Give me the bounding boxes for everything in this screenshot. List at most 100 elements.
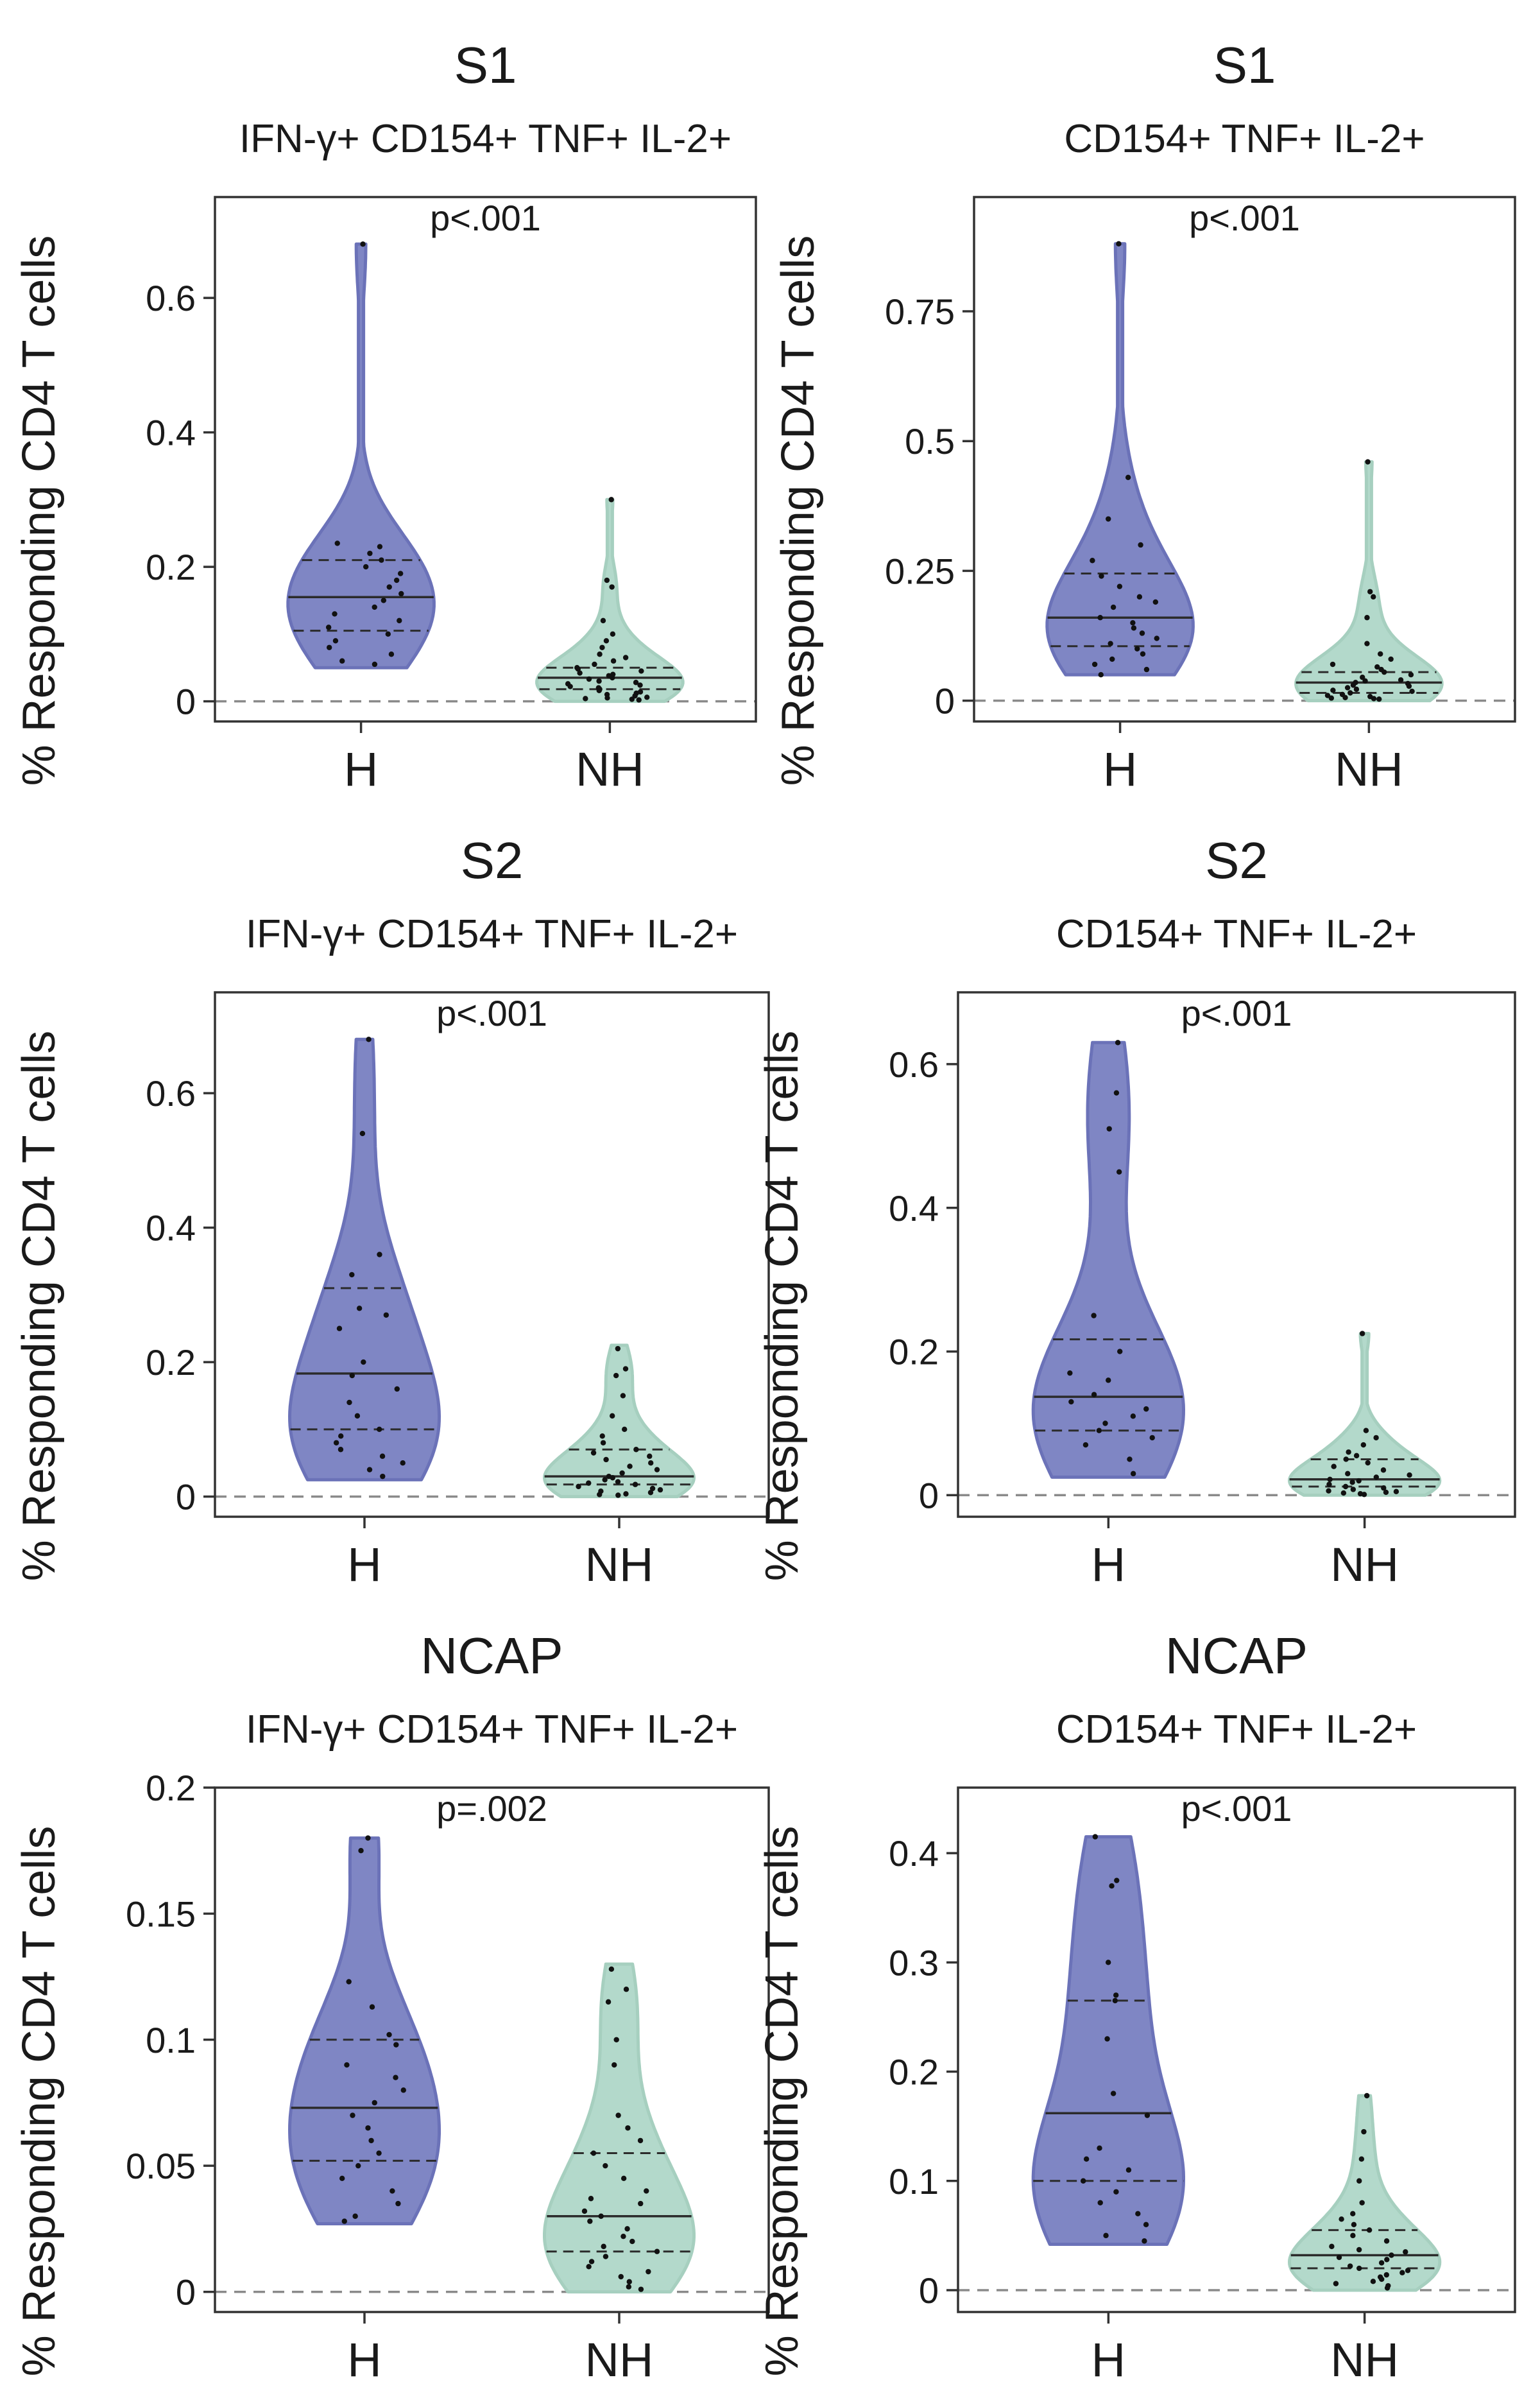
data-point [1353,1453,1360,1459]
data-point [326,644,332,650]
data-point [1384,2257,1390,2263]
data-point [636,697,642,703]
y-tick-label: 0.6 [889,1044,939,1085]
data-point [1082,1442,1089,1448]
data-point [615,1492,621,1498]
data-point [1110,604,1116,610]
data-point [1330,687,1336,693]
data-point [1092,1834,1099,1840]
plot-frame [214,1786,770,2313]
chart-panel-2: S1 CD154+ TNF+ IL-2+ % Responding CD4 T ce… [773,37,1516,796]
data-point [1339,2216,1344,2222]
data-point [1340,1490,1347,1496]
data-point [1105,1960,1111,1965]
data-point [1380,1467,1387,1473]
data-point [1350,2211,1356,2217]
data-point [346,1979,352,1985]
data-point [376,1426,382,1433]
violin-NH [543,1343,696,1499]
violin-NH [543,1962,696,2294]
violin-body [543,1962,696,2294]
data-point [1113,2189,1119,2195]
data-point [1109,656,1115,662]
data-point [603,2162,608,2169]
data-point [644,694,650,700]
x-tick-label: H [1103,743,1137,796]
p-value-label: p=.002 [436,1788,547,1829]
data-point [1409,688,1415,694]
y-axis-label: % Responding CD4 T cells [757,1031,808,1582]
data-point [395,2200,401,2207]
data-point [592,661,597,668]
data-point [1131,625,1137,631]
y-tick-label: 0.1 [146,2020,196,2060]
data-point [600,617,606,624]
data-point [575,666,581,672]
data-point [1378,651,1383,657]
data-point [1356,2247,1362,2253]
data-point [1108,641,1113,646]
data-point [602,1477,608,1483]
y-tick-label: 0.4 [889,1833,939,1874]
data-point [646,2268,651,2275]
data-point [1366,2227,1373,2233]
data-point [365,2125,371,2131]
panel-subtitle: IFN-γ+ CD154+ TNF+ IL-2+ [246,912,738,956]
data-point [610,675,615,681]
data-point [363,564,369,570]
y-tick-label: 0.2 [146,1342,196,1383]
data-point [588,2196,594,2202]
data-point [1342,694,1348,700]
violin-body [1031,1040,1185,1479]
violin-NH [1294,459,1444,703]
data-point [626,2279,632,2285]
data-point [637,682,643,688]
data-point [1356,2178,1362,2184]
data-point [332,638,339,644]
data-point [1407,1472,1412,1478]
data-point [386,584,392,590]
data-point [394,1386,400,1392]
data-point [372,661,378,668]
data-point [613,2037,619,2042]
data-point [615,1479,621,1485]
data-point [386,2032,392,2038]
y-tick-label: 0.5 [905,421,955,462]
data-point [1135,2211,1141,2217]
data-point [352,2213,358,2219]
panel-subtitle: IFN-γ+ CD154+ TNF+ IL-2+ [239,117,732,161]
violin-body [1294,460,1444,703]
data-point [380,1473,386,1480]
data-point [654,1467,660,1472]
data-point [620,2233,626,2239]
data-point [1138,542,1143,548]
panel-subtitle: CD154+ TNF+ IL-2+ [1064,117,1425,161]
data-point [355,2162,361,2169]
data-point [1365,1460,1371,1466]
data-point [1327,1476,1333,1483]
data-point [610,1413,615,1419]
data-point [1103,2232,1109,2239]
data-point [397,571,404,576]
data-point [1399,2270,1405,2275]
x-tick-label: H [1091,2333,1125,2386]
data-point [627,1463,633,1469]
data-point [1109,1883,1115,1889]
data-point [389,2188,395,2194]
data-point [1405,2268,1411,2273]
data-point [344,2062,350,2068]
data-point [623,1987,629,1992]
violin-body [1045,242,1195,677]
data-point [1364,615,1370,621]
data-point [1361,2128,1367,2135]
violin-H [286,241,436,669]
data-point [1106,1377,1111,1383]
data-point [372,604,377,610]
data-point [1083,2156,1090,2162]
data-point [1359,2200,1365,2205]
data-point [1356,1478,1362,1484]
y-tick-label: 0.05 [126,2146,196,2186]
data-point [638,668,644,674]
data-point [1097,615,1103,621]
data-point [1343,1456,1349,1462]
